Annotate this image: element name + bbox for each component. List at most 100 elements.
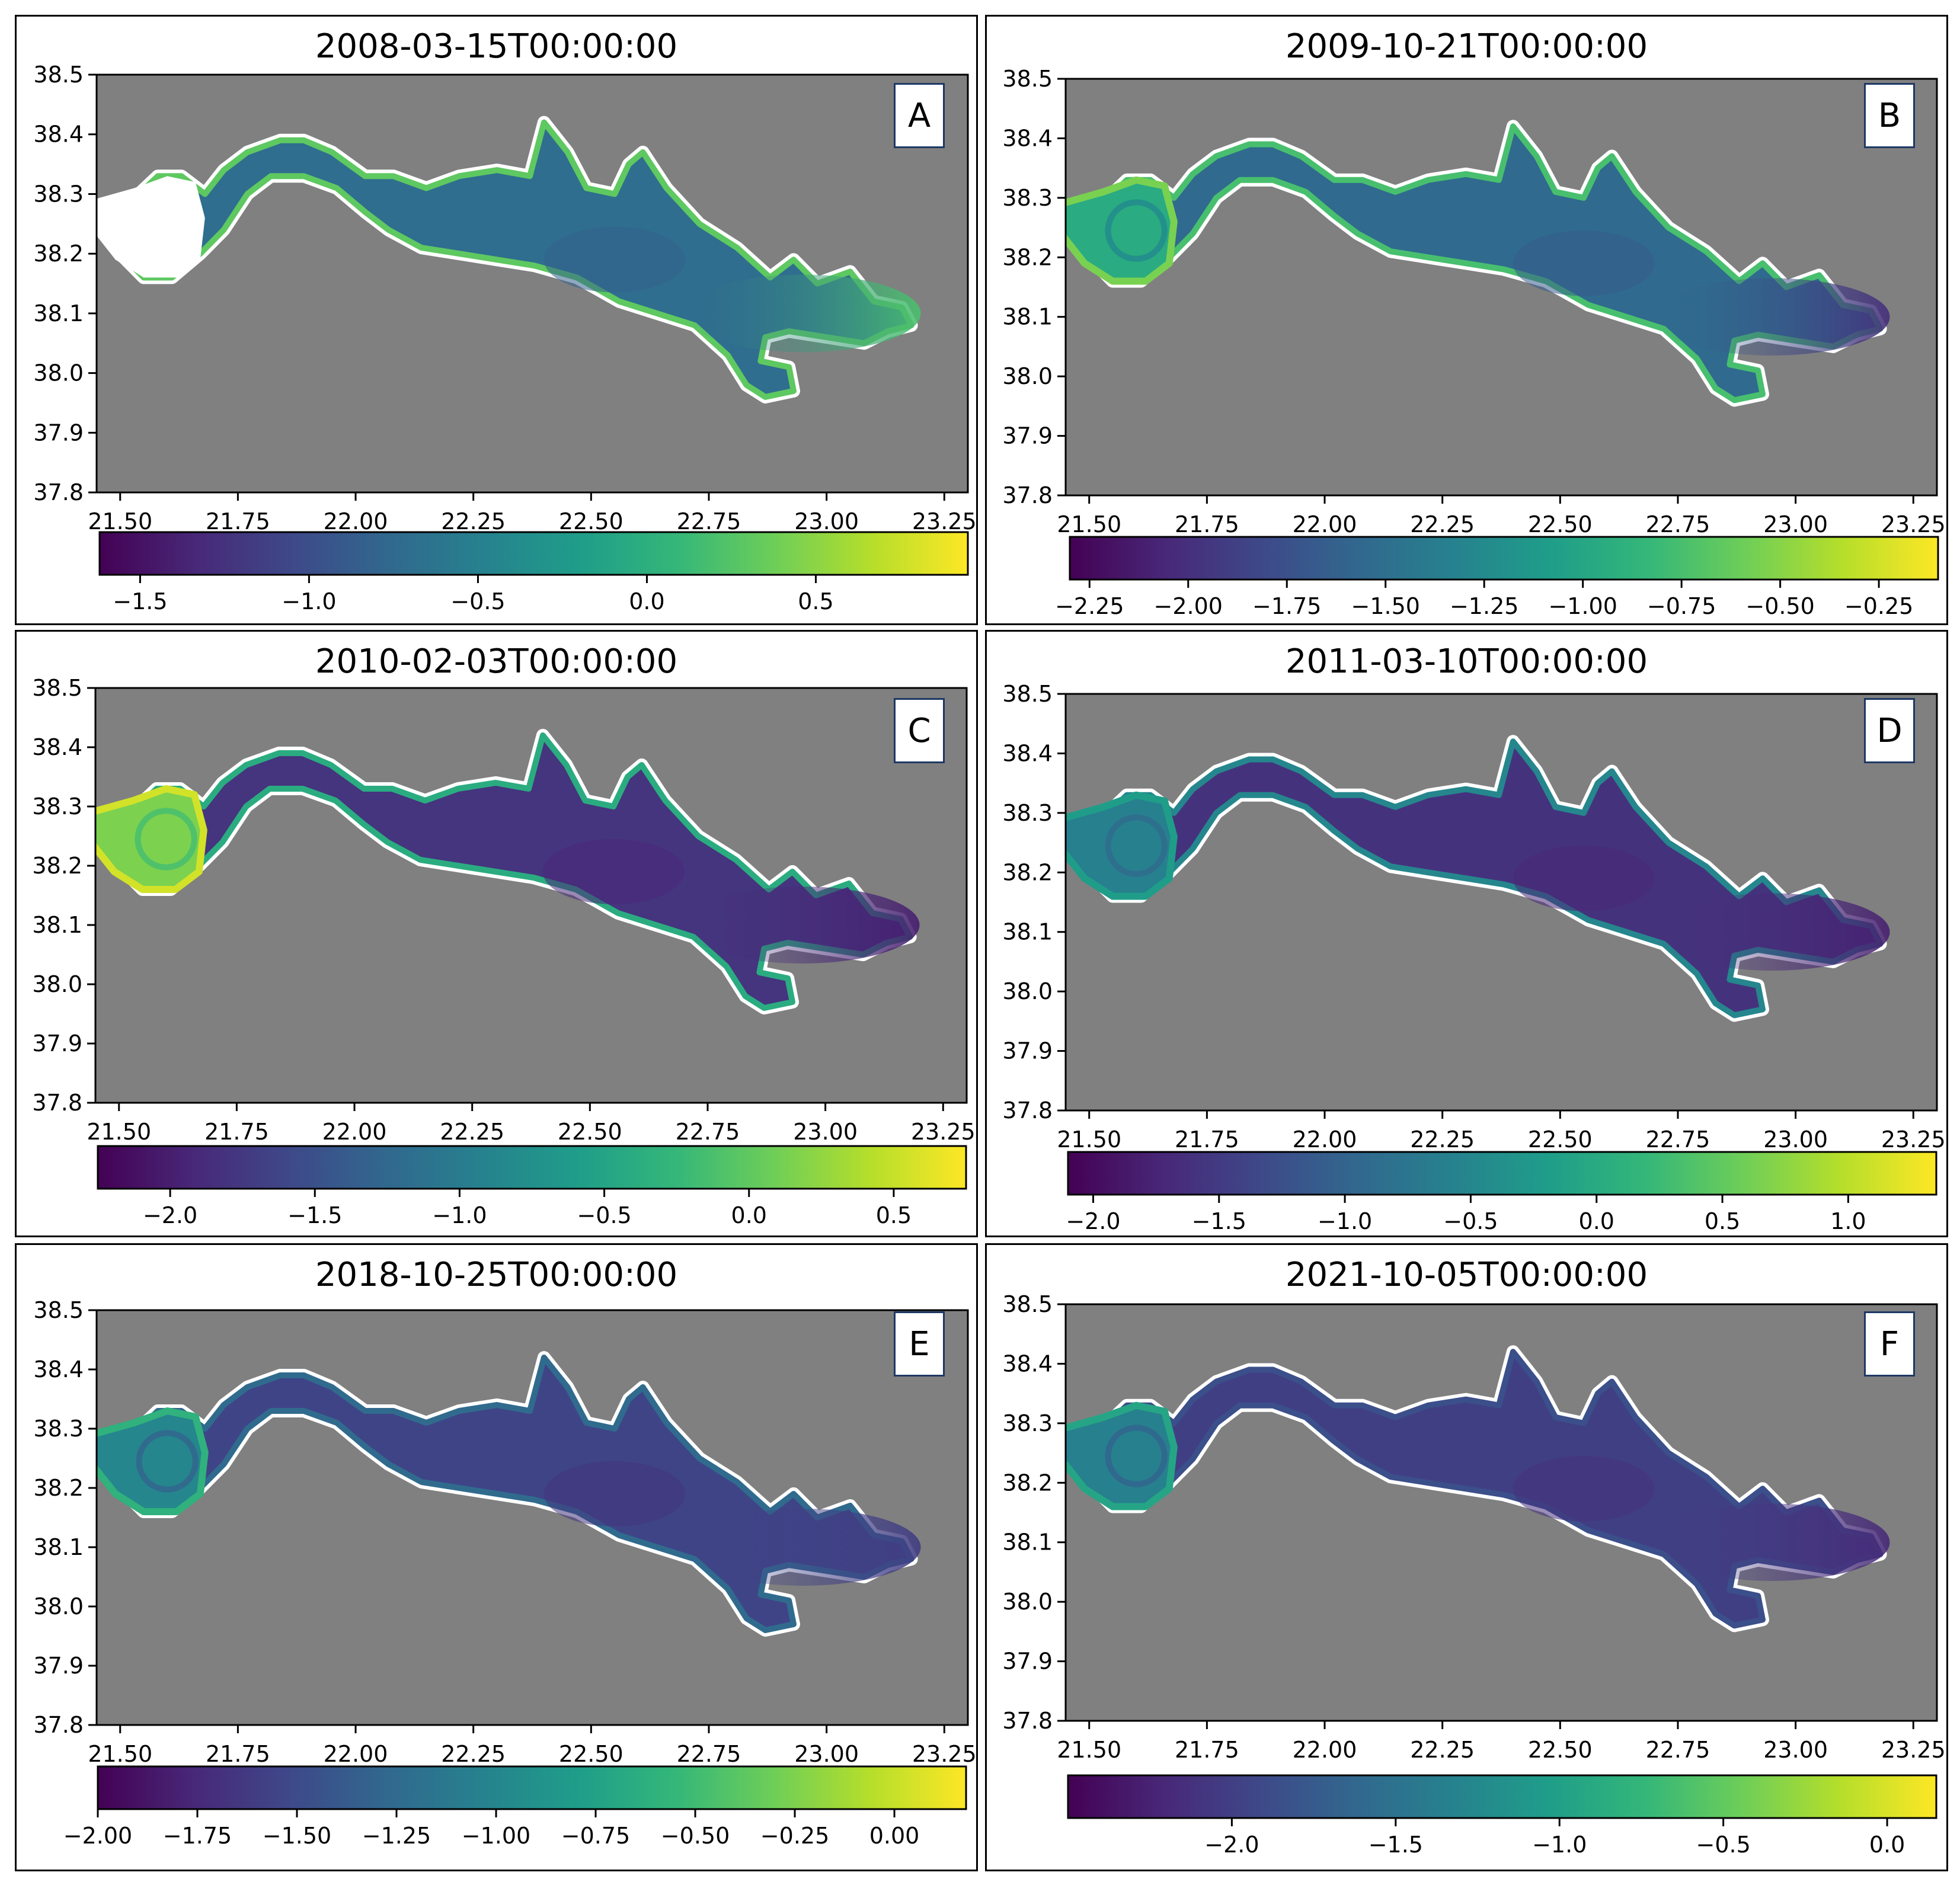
x-tick-label: 23.25 — [1881, 1737, 1946, 1763]
colorbar — [98, 531, 969, 576]
western-eddy — [135, 808, 197, 870]
central-eddy — [542, 839, 685, 904]
colorbar-tick-label: −1.75 — [163, 1823, 232, 1849]
colorbar-tick-label: 0.0 — [1869, 1832, 1905, 1858]
colorbar-tick-label: −1.75 — [1252, 593, 1321, 619]
x-tick-label: 22.25 — [1410, 511, 1475, 537]
x-tick-label: 21.50 — [1057, 1126, 1121, 1153]
x-tick-label: 22.50 — [558, 1119, 622, 1145]
x-tick-label: 22.00 — [324, 1741, 388, 1767]
western-eddy — [1105, 814, 1168, 877]
x-tick-label: 23.00 — [1763, 1126, 1828, 1153]
y-tick-label: 38.4 — [33, 121, 84, 148]
colorbar-tick-label: −1.5 — [1369, 1832, 1423, 1858]
y-tick-label: 38.5 — [1002, 1291, 1053, 1317]
chart-title: 2009-10-21T00:00:00 — [1285, 27, 1648, 66]
colorbar-tick-label: −2.00 — [1154, 593, 1223, 619]
colorbar-tick-label: −0.5 — [1443, 1208, 1498, 1234]
y-tick-label: 37.8 — [1002, 1708, 1053, 1734]
colorbar-tick-label: −1.25 — [1450, 593, 1518, 619]
chart-title: 2021-10-05T00:00:00 — [1285, 1256, 1648, 1294]
panel-e: 2018-10-25T00:00:00 21.50 21.75 22.00 22.25… — [15, 1243, 978, 1871]
y-tick-label: 38.0 — [1002, 978, 1053, 1004]
x-tick-label: 21.75 — [206, 1741, 270, 1767]
y-tick-label: 37.8 — [1002, 1097, 1053, 1124]
plot-frame — [95, 73, 969, 494]
colorbar-tick-label: −0.25 — [760, 1823, 829, 1849]
y-tick-label: 38.4 — [1002, 125, 1053, 151]
panel-label: B — [1864, 83, 1915, 148]
x-tick-label: 23.00 — [793, 1119, 858, 1145]
x-tick-label: 22.00 — [1293, 1737, 1357, 1763]
colorbar-tick-label: −2.25 — [1055, 593, 1124, 619]
x-tick-label: 21.75 — [206, 508, 270, 534]
chart-title: 2018-10-25T00:00:00 — [315, 1256, 678, 1294]
chart-svg: 21.50 21.75 22.00 22.25 22.50 22.75 23.00 23.25… — [33, 1297, 976, 1849]
y-tick-label: 38.0 — [1002, 363, 1053, 389]
eastern-field — [1654, 893, 1890, 971]
y-tick-label: 38.1 — [1002, 1529, 1053, 1555]
eastern-field — [1654, 1503, 1890, 1581]
plot-frame — [1064, 693, 1938, 1112]
y-tick-label: 37.8 — [32, 1090, 82, 1116]
y-tick-label: 38.3 — [1002, 1410, 1053, 1436]
x-tick-label: 21.75 — [1175, 511, 1239, 537]
colorbar-tick-label: −1.00 — [462, 1823, 530, 1849]
colorbar-tick-label: −1.0 — [1318, 1208, 1372, 1234]
x-tick-label: 23.25 — [1881, 1126, 1946, 1153]
colorbar-tick-label: 0.5 — [876, 1202, 912, 1228]
panel-b: 2009-10-21T00:00:00 21.50 21.75 22.00 22.25… — [985, 15, 1948, 625]
colorbar-tick-label: −2.00 — [63, 1823, 132, 1849]
x-tick-label: 23.25 — [911, 1119, 976, 1145]
colorbar — [1067, 1774, 1937, 1819]
chart-svg: 21.50 21.75 22.00 22.25 22.50 22.75 23.00 23.25… — [1002, 681, 1946, 1234]
x-tick-label: 21.50 — [1057, 511, 1121, 537]
eastern-field — [684, 886, 920, 964]
plot-frame — [94, 687, 968, 1104]
x-tick-label: 22.50 — [1528, 1737, 1593, 1763]
chart-title: 2008-03-15T00:00:00 — [315, 27, 678, 66]
y-tick-label: 38.2 — [1002, 859, 1053, 885]
colorbar — [1067, 1151, 1937, 1196]
y-tick-label: 38.4 — [1002, 740, 1053, 766]
x-tick-label: 22.25 — [441, 508, 506, 534]
y-tick-label: 38.0 — [1002, 1589, 1053, 1615]
y-tick-label: 37.9 — [1002, 1038, 1053, 1064]
colorbar-tick-label: −1.50 — [263, 1823, 331, 1849]
y-tick-label: 38.4 — [1002, 1350, 1053, 1377]
colorbar-tick-label: −1.00 — [1548, 593, 1617, 619]
x-tick-label: 23.00 — [1763, 1737, 1828, 1763]
chart-title: 2010-02-03T00:00:00 — [315, 642, 678, 681]
y-tick-label: 37.9 — [33, 1653, 84, 1679]
central-eddy — [1513, 1456, 1655, 1522]
y-tick-label: 38.3 — [33, 181, 84, 207]
colorbar-tick-label: −0.5 — [450, 588, 505, 614]
western-eddy — [1105, 1425, 1168, 1487]
colorbar-tick-label: −1.25 — [362, 1823, 431, 1849]
colorbar-tick-label: −0.75 — [1647, 593, 1716, 619]
y-tick-label: 37.9 — [1002, 423, 1053, 449]
y-tick-label: 37.8 — [1002, 482, 1053, 508]
y-tick-label: 38.4 — [32, 734, 82, 760]
y-tick-label: 38.3 — [1002, 800, 1053, 826]
y-tick-label: 38.5 — [33, 1297, 84, 1323]
y-tick-label: 37.8 — [33, 479, 84, 505]
y-tick-label: 38.2 — [1002, 1470, 1053, 1496]
colorbar — [97, 1765, 967, 1810]
y-tick-label: 38.1 — [32, 912, 82, 938]
y-tick-label: 37.9 — [1002, 1649, 1053, 1675]
colorbar-tick-label: 1.0 — [1830, 1208, 1866, 1234]
western-eddy — [136, 1430, 199, 1493]
y-tick-label: 38.2 — [32, 853, 82, 879]
panel-a: 2008-03-15T00:00:00 21.50 21.75 22.00 22.25… — [15, 15, 978, 625]
central-eddy — [543, 226, 686, 293]
y-tick-label: 38.5 — [1002, 66, 1053, 92]
chart-svg: 21.50 21.75 22.00 22.25 22.50 22.75 23.00 23.25… — [1002, 66, 1945, 619]
x-tick-label: 21.75 — [1175, 1126, 1239, 1153]
y-tick-label: 38.3 — [1002, 185, 1053, 211]
colorbar-tick-label: −1.0 — [432, 1202, 487, 1228]
panel-label: D — [1864, 698, 1915, 763]
x-tick-label: 22.25 — [1410, 1737, 1475, 1763]
y-tick-label: 37.8 — [33, 1712, 84, 1738]
colorbar-tick-label: −1.5 — [287, 1202, 342, 1228]
